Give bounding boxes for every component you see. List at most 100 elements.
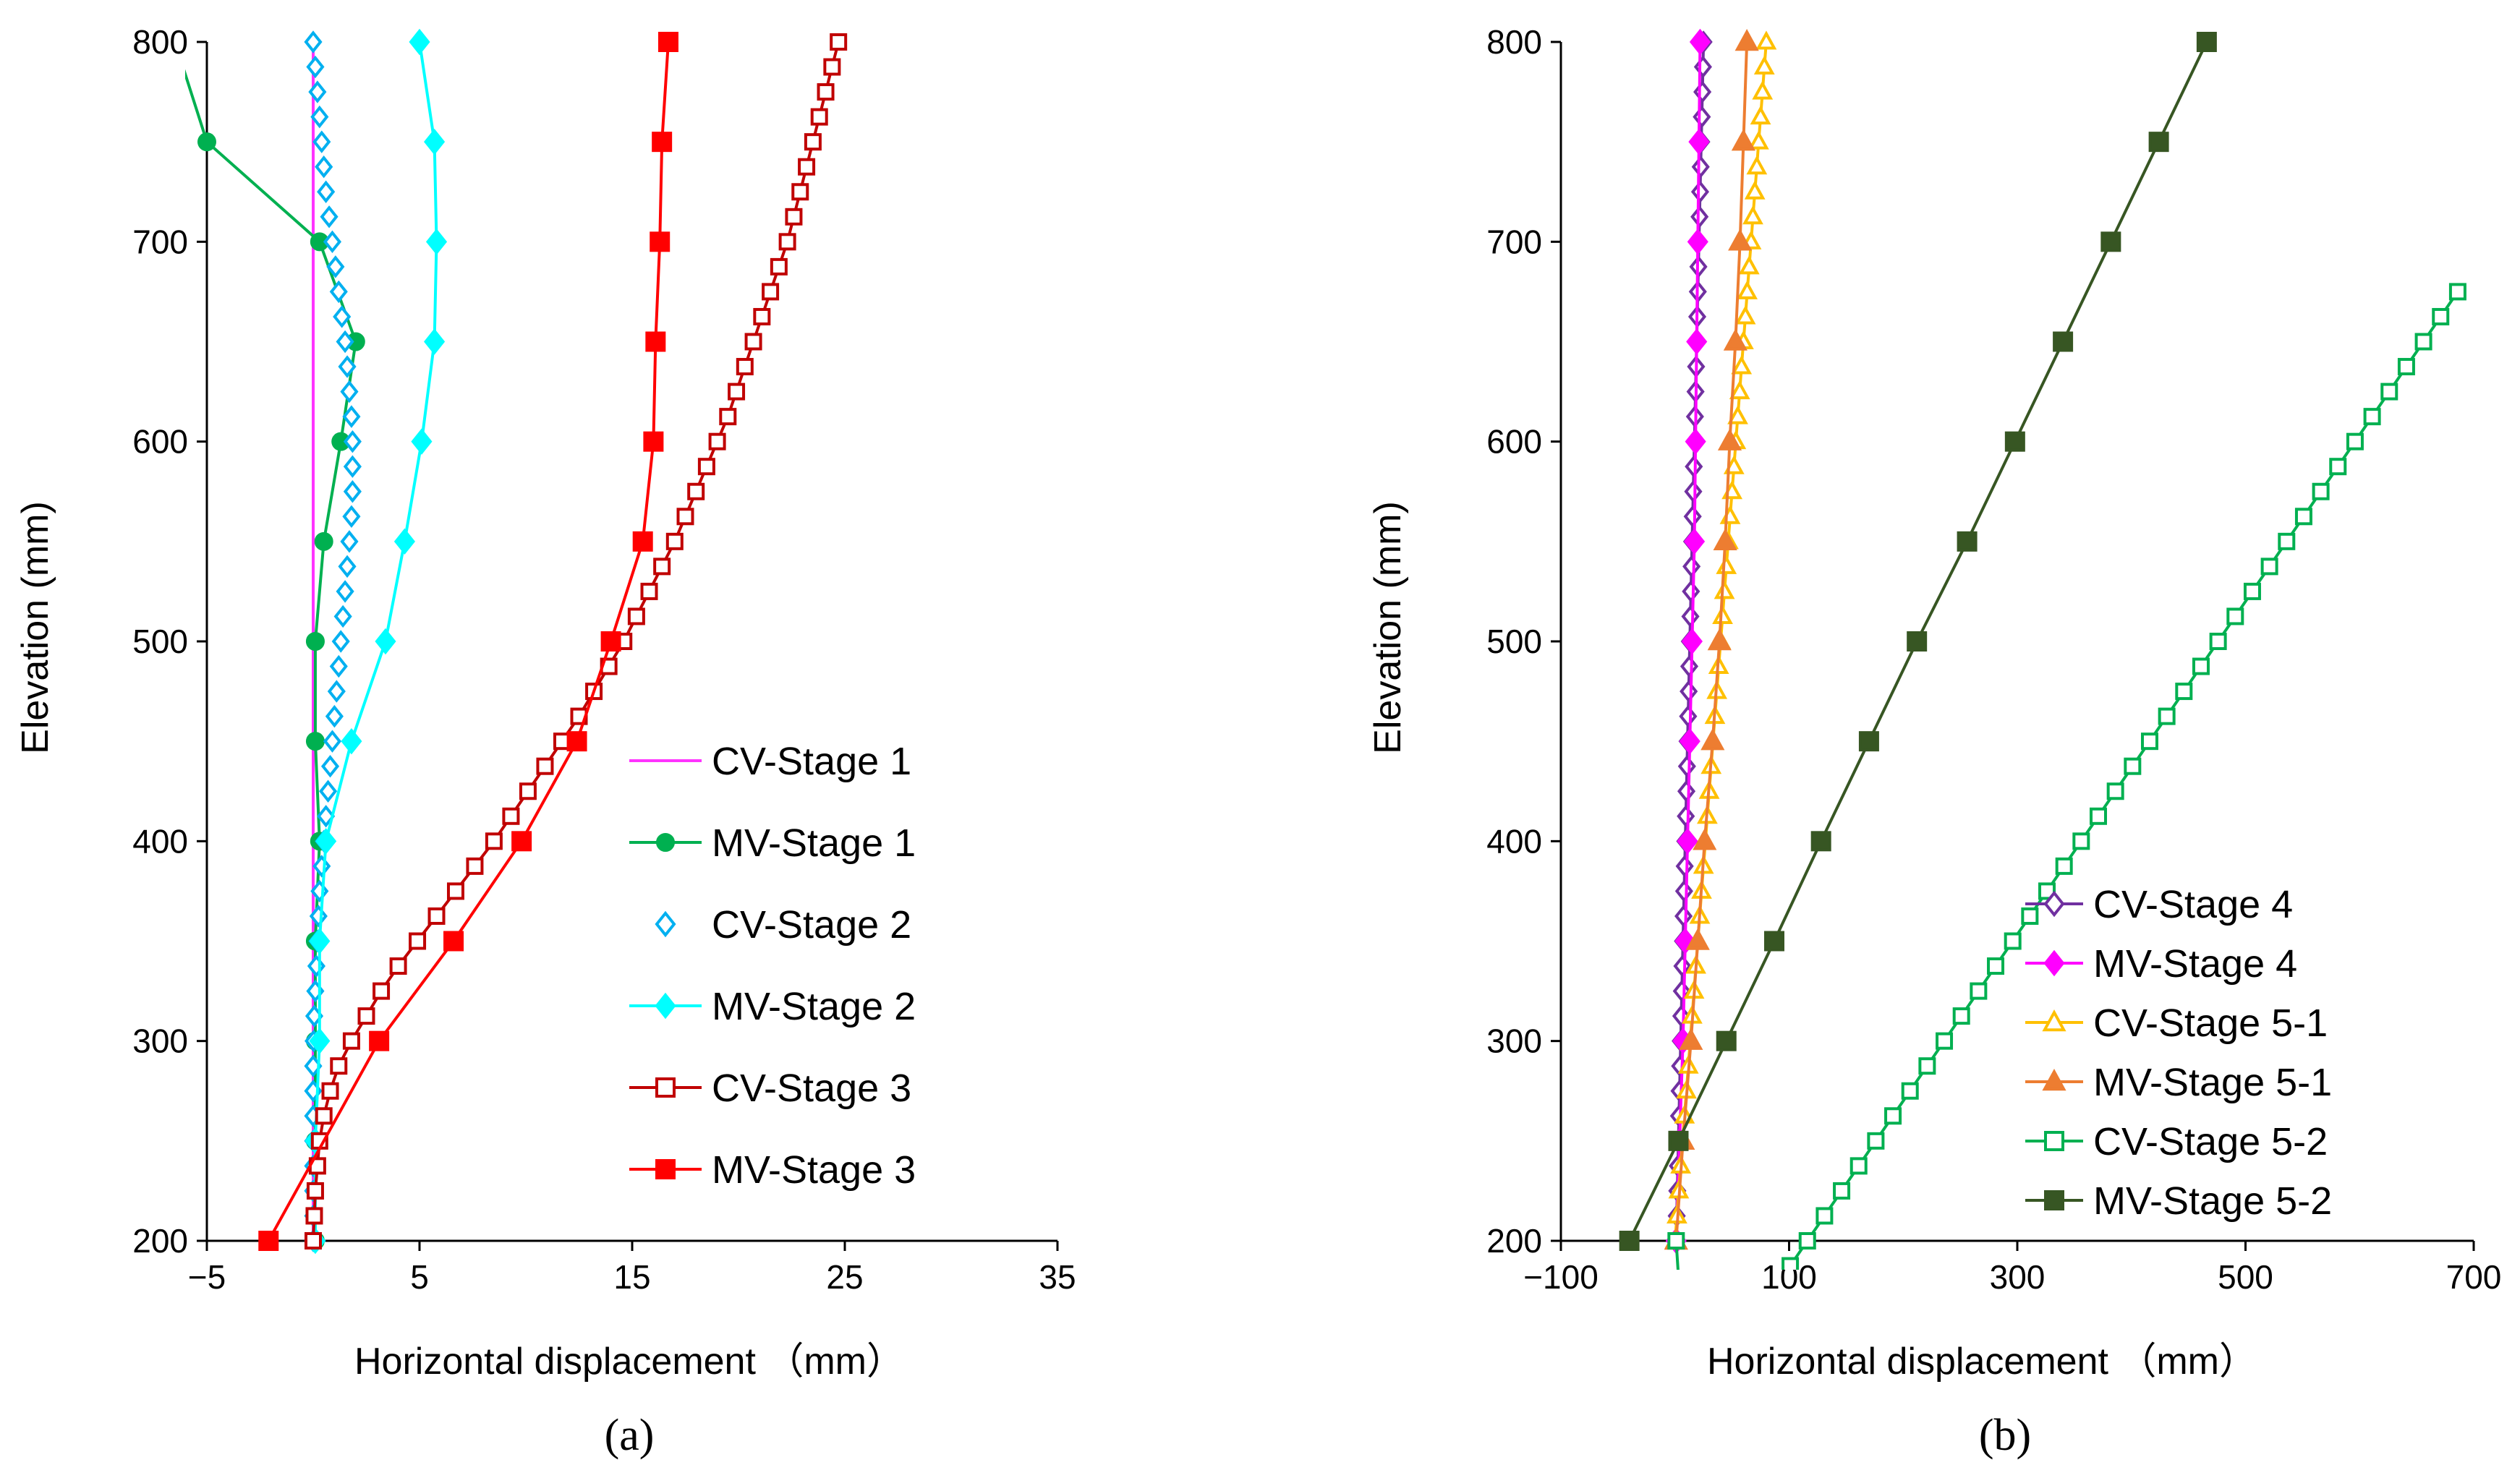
- data-point: [1675, 855, 1694, 878]
- data-point: [312, 130, 331, 153]
- data-point: [1693, 105, 1711, 129]
- legend-label: MV-Stage 5-2: [2093, 1179, 2332, 1223]
- x-tick-label: 500: [2218, 1258, 2273, 1296]
- data-point: [336, 330, 354, 354]
- data-point: [197, 132, 216, 152]
- data-point: [1674, 905, 1693, 928]
- data-point: [1707, 628, 1732, 651]
- legend-entry: CV-Stage 1: [629, 740, 911, 783]
- data-point: [1936, 1032, 1954, 1050]
- data-point: [697, 458, 715, 476]
- data-point: [2380, 383, 2398, 401]
- legend-marker: [2044, 1131, 2064, 1151]
- data-point: [319, 779, 338, 803]
- legend-marker: [2042, 1009, 2066, 1032]
- data-point: [342, 1032, 360, 1050]
- data-point: [2363, 408, 2381, 426]
- y-tick-label: 800: [1486, 23, 1542, 61]
- data-point: [411, 428, 433, 455]
- data-point: [315, 828, 337, 855]
- data-point: [2140, 732, 2158, 751]
- data-point: [2175, 683, 2193, 701]
- data-point: [1970, 982, 1988, 1000]
- data-point: [304, 30, 323, 54]
- x-tick-label: 35: [1039, 1258, 1076, 1296]
- data-point: [1677, 828, 1698, 855]
- data-point: [485, 832, 503, 850]
- series-cv-stage-2: [304, 30, 362, 1252]
- data-point: [2414, 333, 2432, 351]
- data-point: [650, 231, 671, 252]
- data-point: [323, 230, 342, 254]
- data-point: [321, 1082, 339, 1100]
- legend-entry: CV-Stage 3: [629, 1067, 911, 1110]
- data-point: [719, 408, 737, 426]
- data-point: [306, 55, 325, 79]
- data-point: [424, 328, 446, 355]
- data-point: [1755, 30, 1777, 50]
- data-point: [2329, 458, 2347, 476]
- legend-label: CV-Stage 1: [712, 740, 911, 783]
- data-point: [330, 1057, 348, 1075]
- y-tick-label: 500: [1486, 623, 1542, 660]
- data-point: [627, 607, 645, 625]
- data-point: [1918, 1057, 1936, 1075]
- data-point: [2021, 907, 2039, 925]
- data-point: [1689, 28, 1711, 56]
- data-point: [1682, 555, 1701, 578]
- legend: CV-Stage 1 MV-Stage 1 CV-Stage 2 MV-Stage 2…: [629, 740, 916, 1192]
- data-point: [336, 580, 354, 603]
- data-point: [2397, 358, 2415, 376]
- data-point: [1680, 680, 1698, 703]
- series-layer: [185, 28, 848, 1255]
- data-point: [1667, 1232, 1685, 1250]
- data-point: [2053, 331, 2074, 352]
- data-point: [1957, 531, 1978, 552]
- data-point: [1688, 128, 1710, 155]
- legend-marker: [656, 833, 675, 852]
- legend-entry: CV-Stage 5-1: [2025, 1001, 2328, 1045]
- data-point: [1763, 931, 1784, 952]
- data-point: [2106, 782, 2124, 800]
- data-point: [308, 80, 327, 103]
- data-point: [1716, 1030, 1737, 1051]
- data-point: [409, 932, 427, 950]
- data-point: [1677, 779, 1696, 803]
- data-point: [427, 907, 446, 925]
- x-tick-label: 300: [1990, 1258, 2046, 1296]
- data-point: [1677, 805, 1695, 828]
- data-point: [305, 732, 325, 751]
- data-point: [1849, 1157, 1868, 1175]
- data-point: [393, 528, 415, 555]
- data-point: [665, 532, 684, 550]
- data-point: [643, 431, 664, 452]
- data-point: [329, 280, 348, 304]
- data-point: [333, 305, 352, 328]
- data-point: [1700, 728, 1725, 751]
- data-point: [315, 155, 333, 179]
- data-point: [653, 558, 671, 576]
- data-point: [1810, 831, 1831, 852]
- data-point: [1690, 180, 1710, 203]
- series-layer: [1619, 28, 2466, 1270]
- data-point: [2100, 231, 2121, 252]
- data-point: [1750, 105, 1771, 125]
- data-point: [1987, 957, 2005, 975]
- data-point: [640, 582, 658, 600]
- data-point: [519, 782, 537, 800]
- data-point: [830, 33, 848, 51]
- data-point: [258, 1231, 279, 1251]
- series-line: [267, 41, 670, 1242]
- data-point: [2196, 32, 2217, 52]
- data-point: [1668, 1130, 1689, 1151]
- data-point: [1681, 605, 1700, 628]
- y-tick-label: 300: [132, 1022, 188, 1060]
- series-mv-stage-5-1: [1664, 29, 1759, 1250]
- data-point: [645, 331, 666, 352]
- legend-marker: [2043, 890, 2065, 918]
- data-point: [341, 727, 362, 755]
- data-point: [2148, 132, 2169, 153]
- data-point: [2260, 558, 2278, 576]
- data-point: [736, 358, 754, 376]
- legend-entry: MV-Stage 4: [2025, 942, 2297, 986]
